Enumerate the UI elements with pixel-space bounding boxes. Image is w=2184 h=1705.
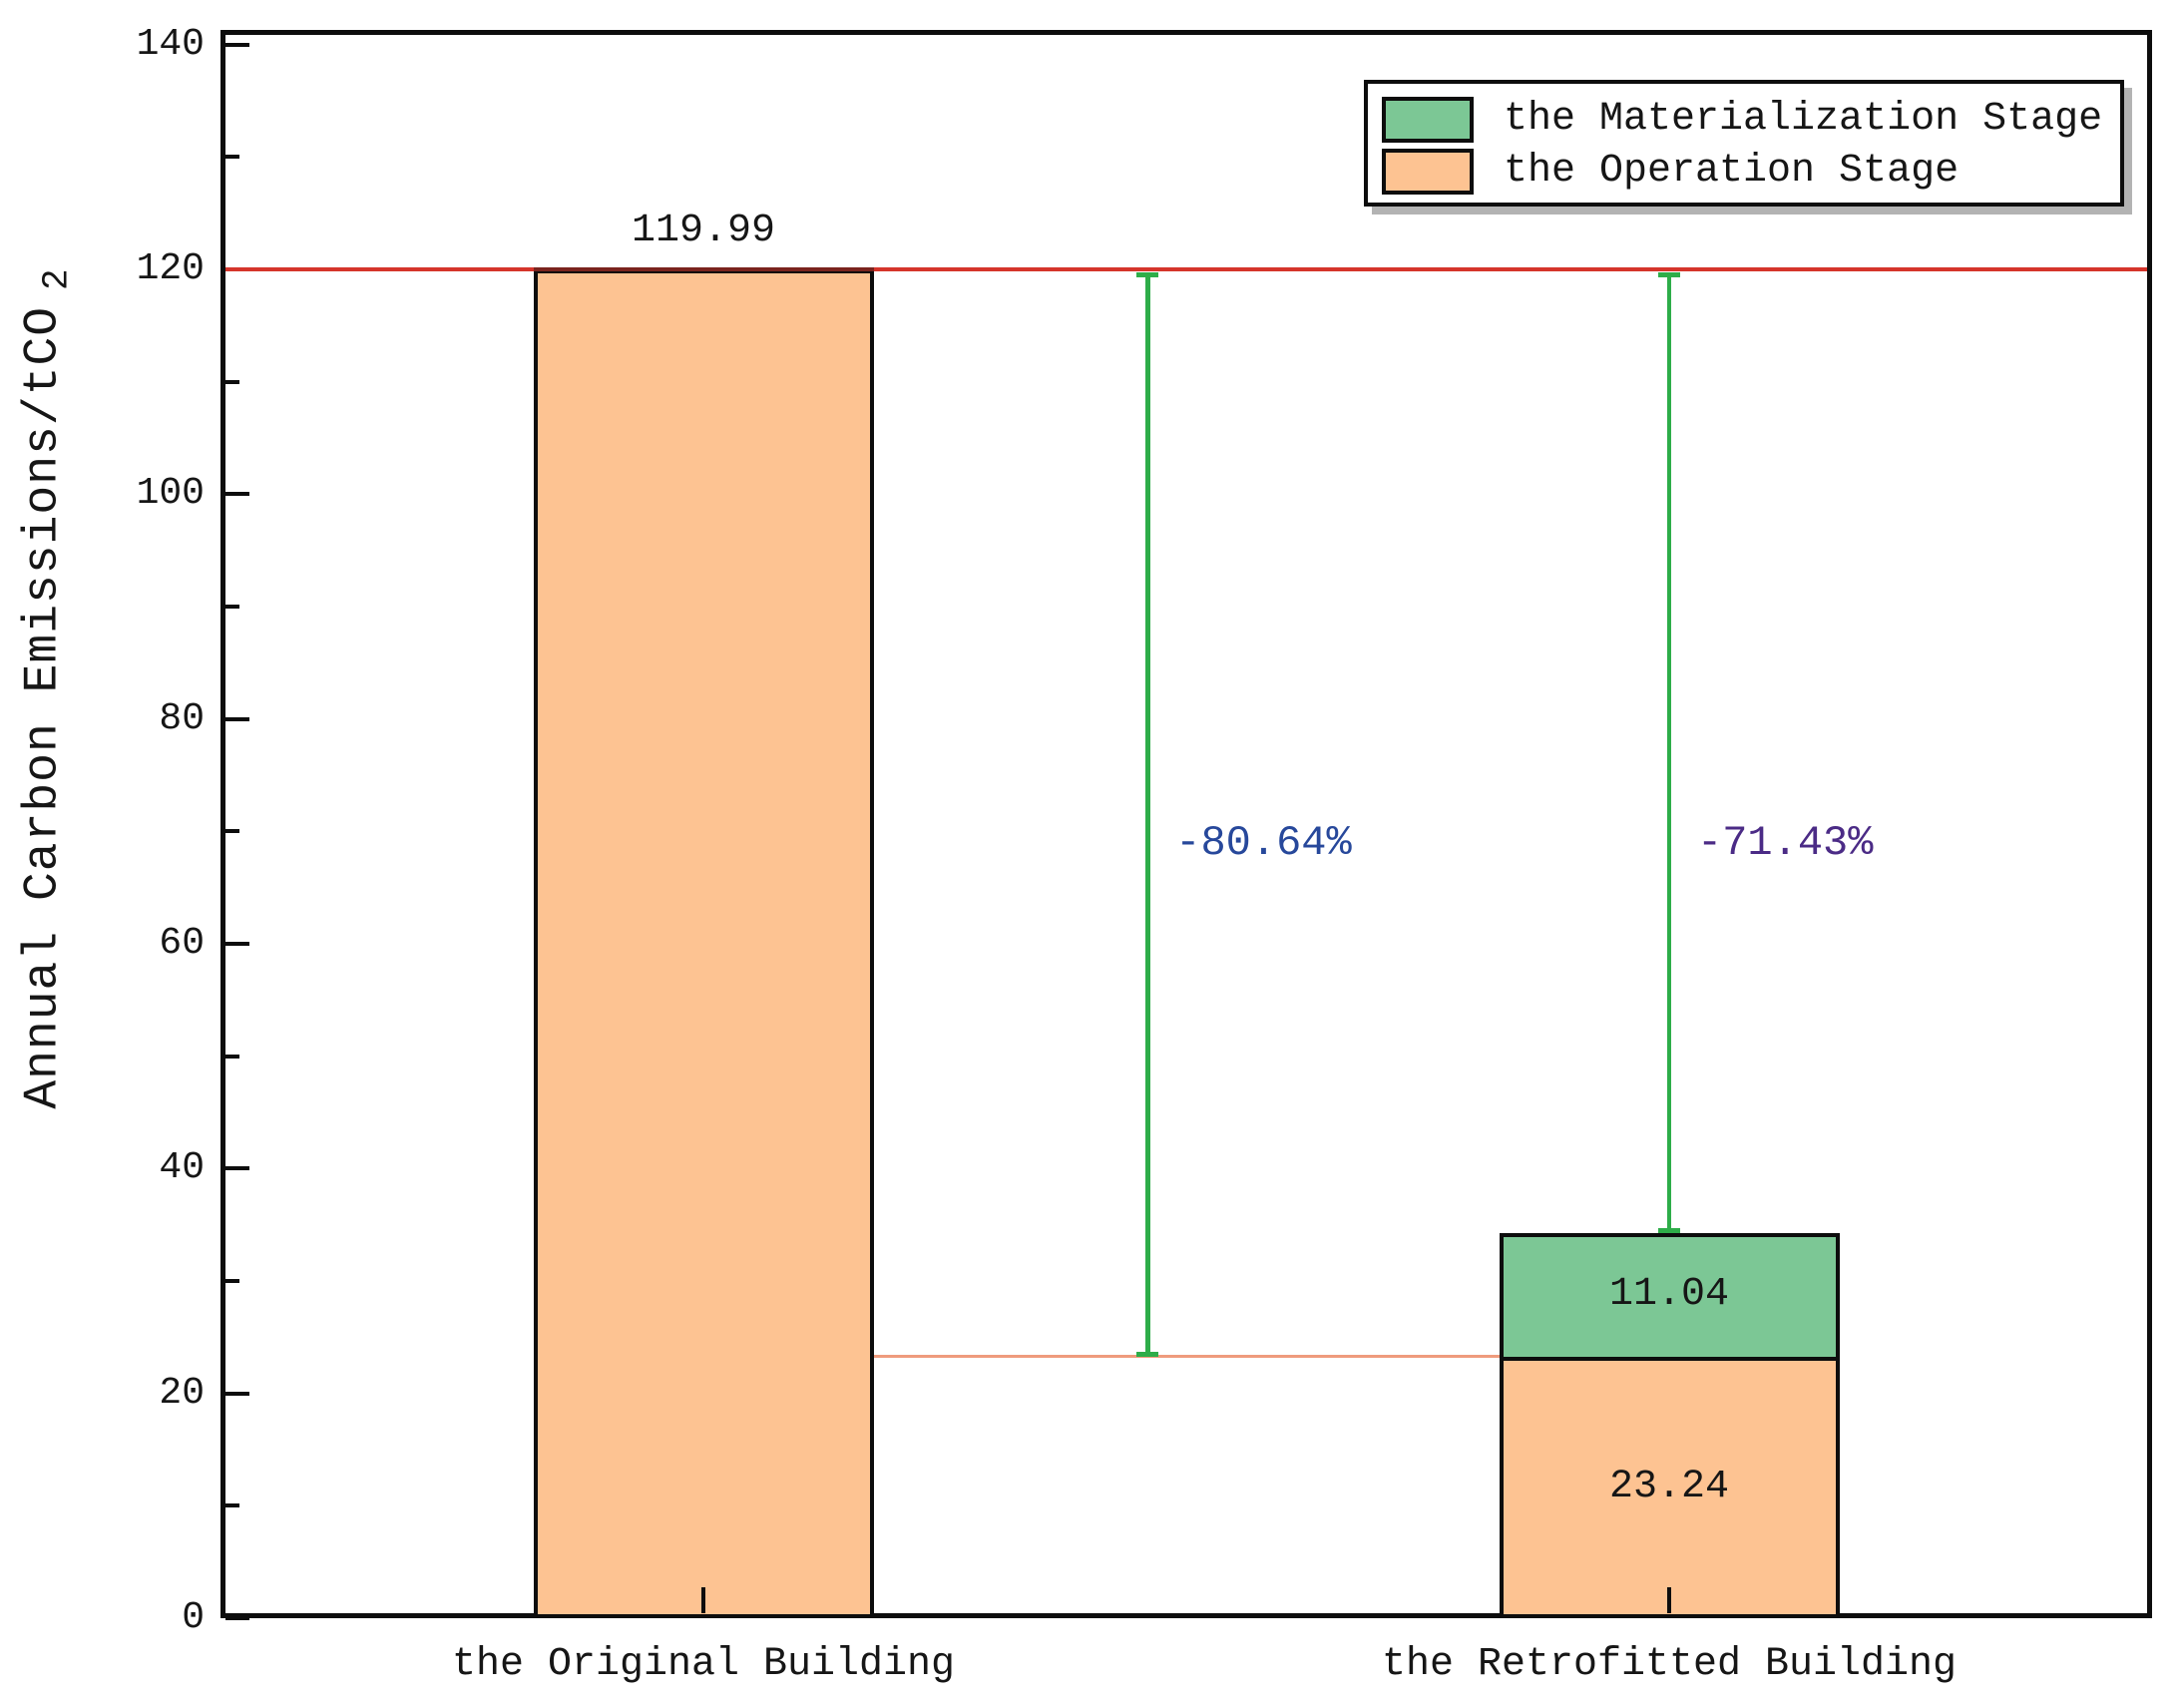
drop-line-top-cap — [1658, 272, 1680, 278]
drop-line-bottom-cap — [1658, 1227, 1680, 1233]
x-tick-label: the Original Building — [451, 1642, 956, 1687]
drop-line-top-cap — [1136, 272, 1159, 278]
x-major-tick — [1667, 1587, 1671, 1613]
percentage-annotation: -80.64% — [1175, 818, 1352, 867]
y-minor-tick — [225, 155, 239, 160]
legend-swatch-operation-icon — [1382, 149, 1474, 195]
x-tick-label: the Retrofitted Building — [1381, 1642, 1958, 1687]
y-tick-label: 20 — [159, 1371, 205, 1415]
y-axis-title: Annual Carbon Emissions/tCO2 — [17, 267, 78, 1108]
reference-line-salmon — [873, 1355, 1500, 1359]
bar-segment-operation — [533, 269, 874, 1618]
legend: the Materialization Stage the Operation … — [1364, 80, 2124, 207]
bar-segment-operation — [1499, 1357, 1840, 1618]
drop-line — [1667, 272, 1671, 1233]
y-major-tick — [225, 1616, 249, 1620]
y-major-tick — [225, 1166, 249, 1171]
bar-segment-materialization — [1499, 1232, 1840, 1362]
percentage-annotation: -71.43% — [1697, 818, 1874, 867]
y-major-tick — [225, 492, 249, 497]
y-tick-label: 80 — [159, 696, 205, 740]
y-tick-label: 140 — [136, 22, 205, 66]
y-tick-label: 60 — [159, 921, 205, 965]
drop-line — [1144, 272, 1150, 1358]
bar-value-label: 11.04 — [1608, 1271, 1730, 1317]
y-major-tick — [225, 1391, 249, 1396]
reference-line-red — [225, 267, 2147, 272]
y-major-tick — [225, 42, 249, 47]
legend-label-operation: the Operation Stage — [1504, 149, 1960, 194]
legend-item-materialization: the Materialization Stage — [1382, 94, 2120, 146]
legend-swatch-materialization-icon — [1382, 97, 1474, 143]
bar-value-label: 23.24 — [1608, 1465, 1730, 1510]
y-tick-label: 0 — [182, 1596, 205, 1639]
legend-item-operation: the Operation Stage — [1382, 146, 2120, 198]
y-minor-tick — [225, 1278, 239, 1283]
y-minor-tick — [225, 604, 239, 609]
drop-line-bottom-cap — [1136, 1352, 1159, 1358]
y-major-tick — [225, 941, 249, 946]
legend-label-materialization: the Materialization Stage — [1504, 97, 2103, 142]
reference-line-red-over-bar — [533, 267, 874, 272]
bar-value-label: 119.99 — [631, 209, 776, 254]
y-tick-label: 100 — [136, 472, 205, 516]
y-minor-tick — [225, 1054, 239, 1059]
y-tick-label: 40 — [159, 1146, 205, 1190]
y-major-tick — [225, 716, 249, 721]
y-minor-tick — [225, 379, 239, 384]
y-minor-tick — [225, 1503, 239, 1508]
y-tick-label: 120 — [136, 246, 205, 290]
y-minor-tick — [225, 829, 239, 834]
x-major-tick — [701, 1587, 705, 1613]
